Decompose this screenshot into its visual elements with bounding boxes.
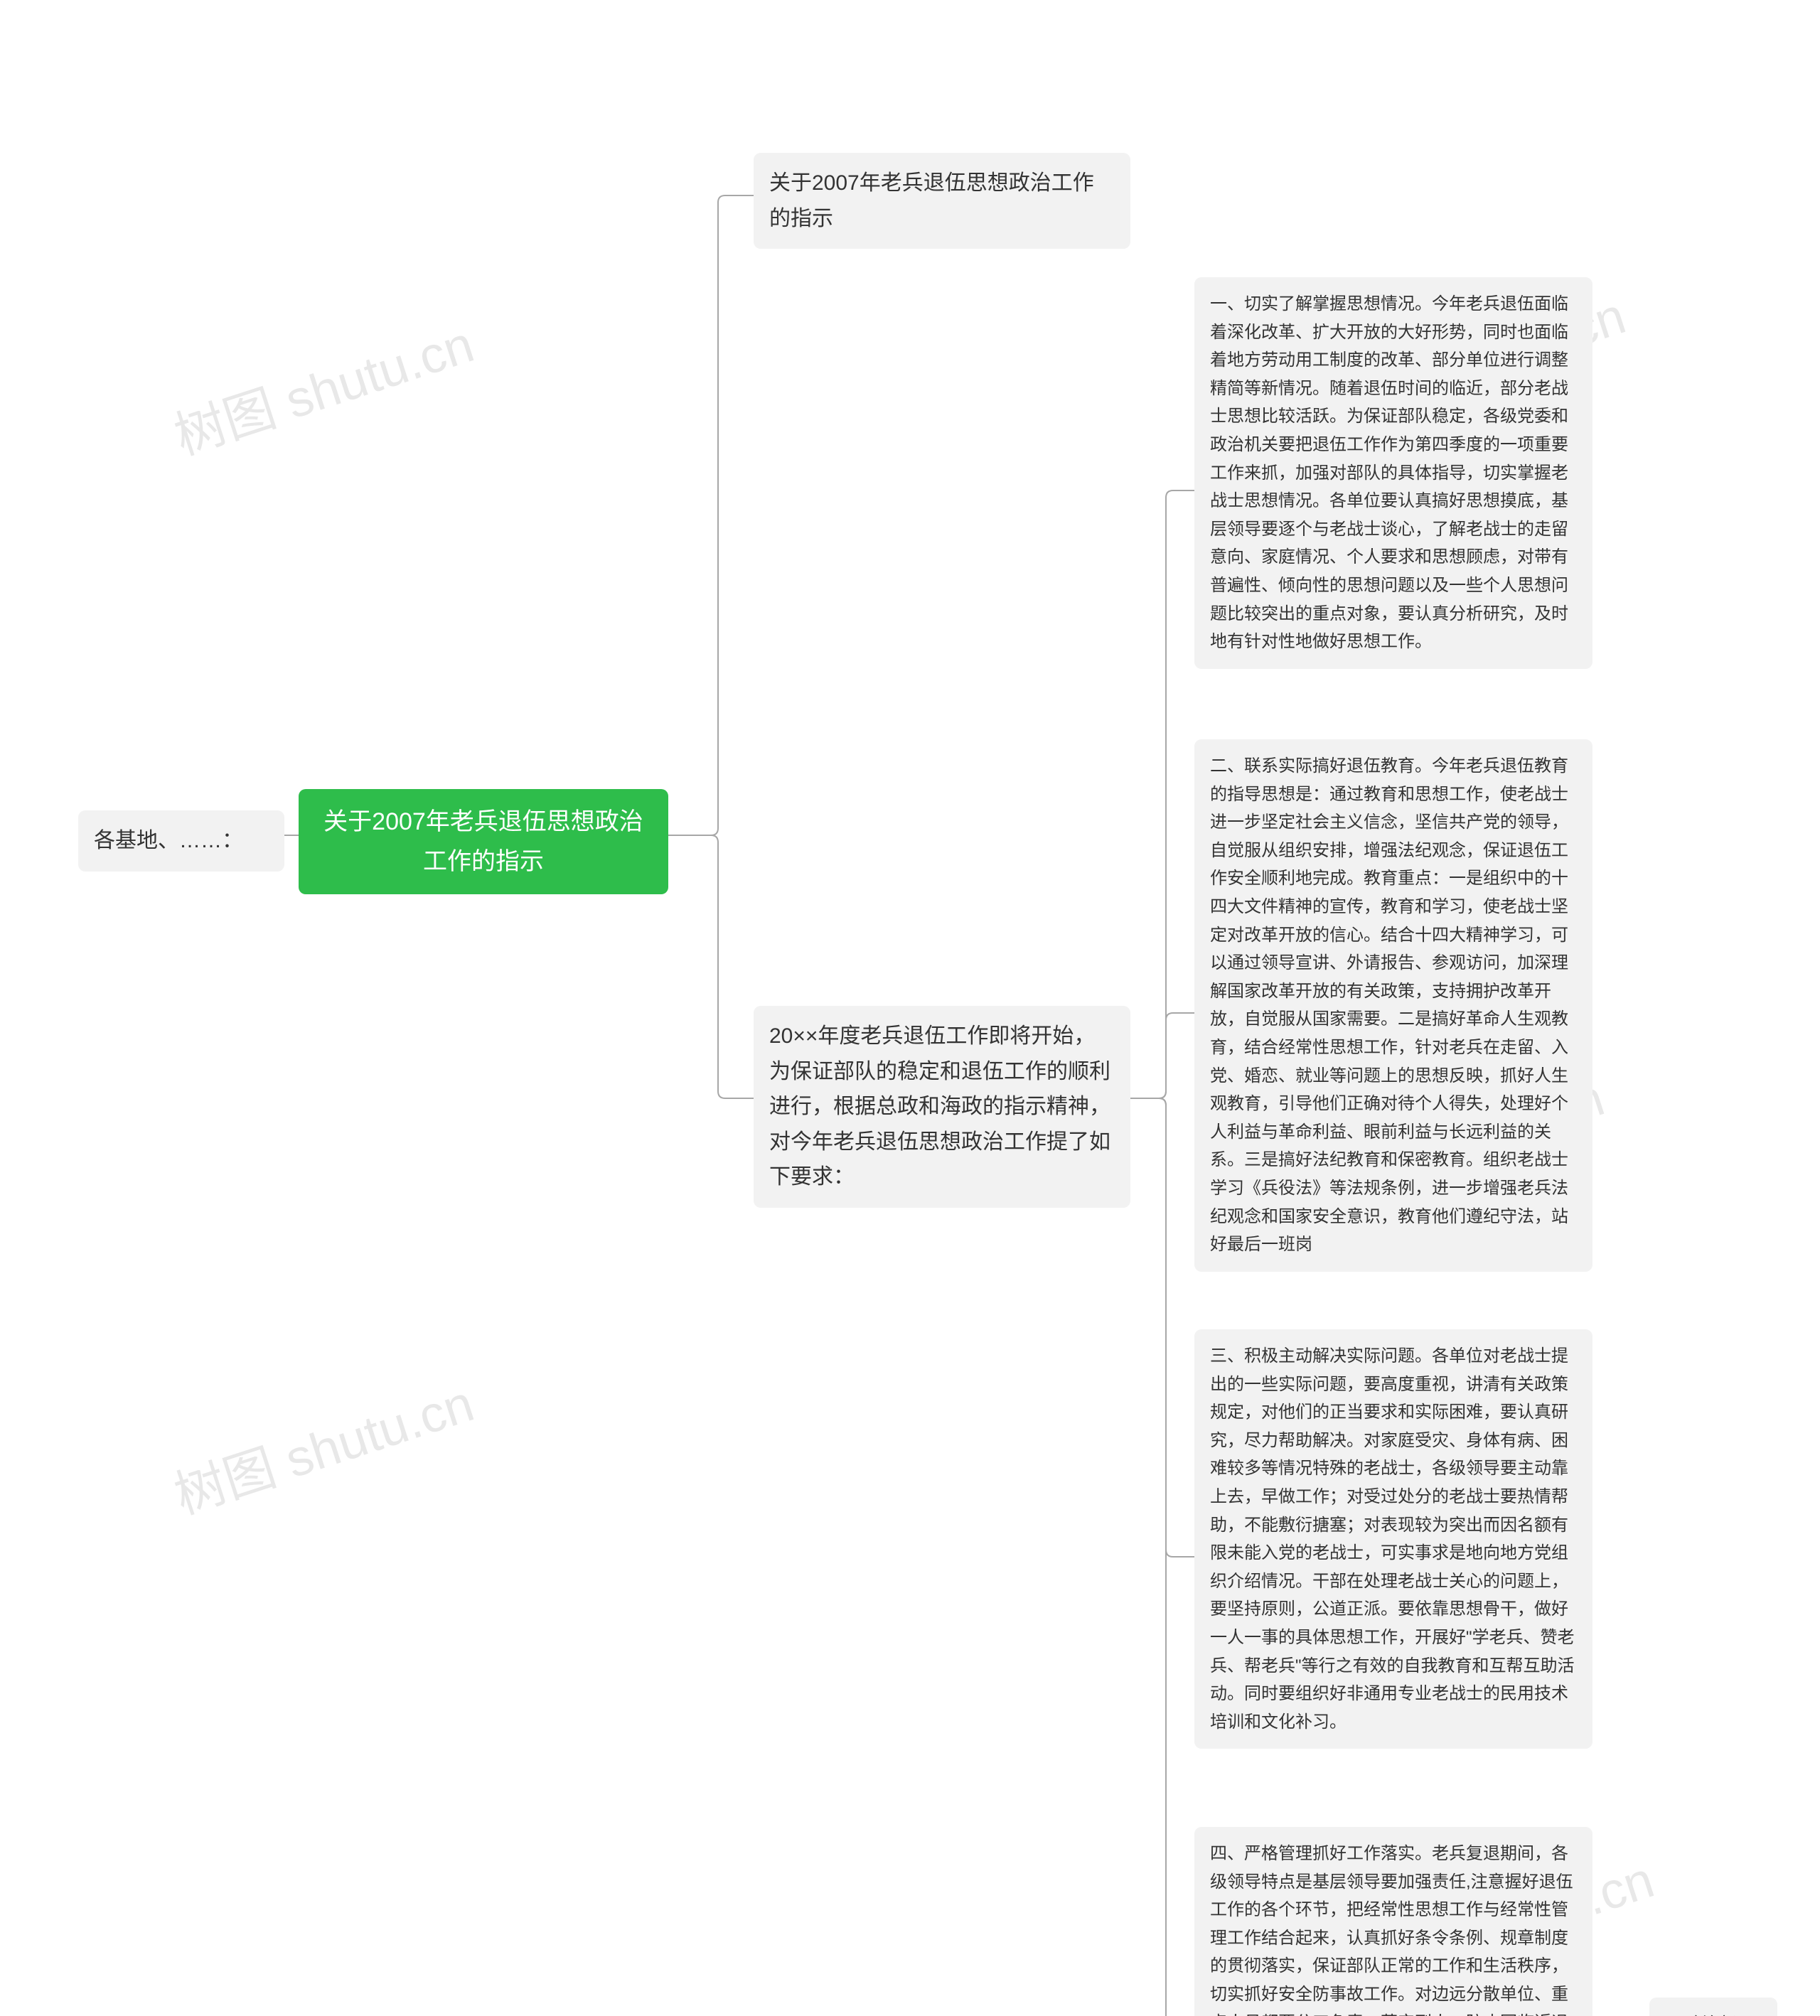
detail-node-1[interactable]: 一、切实了解掌握思想情况。今年老兵退伍面临着深化改革、扩大开放的大好形势，同时也… (1194, 277, 1592, 669)
watermark: 树图 shutu.cn (164, 302, 481, 469)
detail-node-2[interactable]: 二、联系实际搞好退伍教育。今年老兵退伍教育的指导思想是：通过教育和思想工作，使老… (1194, 739, 1592, 1272)
child-node-2[interactable]: 20××年度老兵退伍工作即将开始，为保证部队的稳定和退伍工作的顺利进行，根据总政… (754, 1006, 1130, 1208)
child-node-1[interactable]: 关于2007年老兵退伍思想政治工作的指示 (754, 153, 1130, 249)
root-node[interactable]: 关于2007年老兵退伍思想政治工作的指示 (299, 789, 668, 894)
left-leaf-node[interactable]: 各基地、……： (78, 810, 284, 872)
watermark: 树图 shutu.cn (164, 1361, 481, 1528)
detail-node-4[interactable]: 四、严格管理抓好工作落实。老兵复退期间，各级领导特点是基层领导要加强责任,注意握… (1194, 1827, 1592, 2016)
leaf-node-politburo[interactable]: ××政治部 (1649, 1998, 1777, 2016)
detail-node-3[interactable]: 三、积极主动解决实际问题。各单位对老战士提出的一些实际问题，要高度重视，讲清有关… (1194, 1329, 1592, 1749)
